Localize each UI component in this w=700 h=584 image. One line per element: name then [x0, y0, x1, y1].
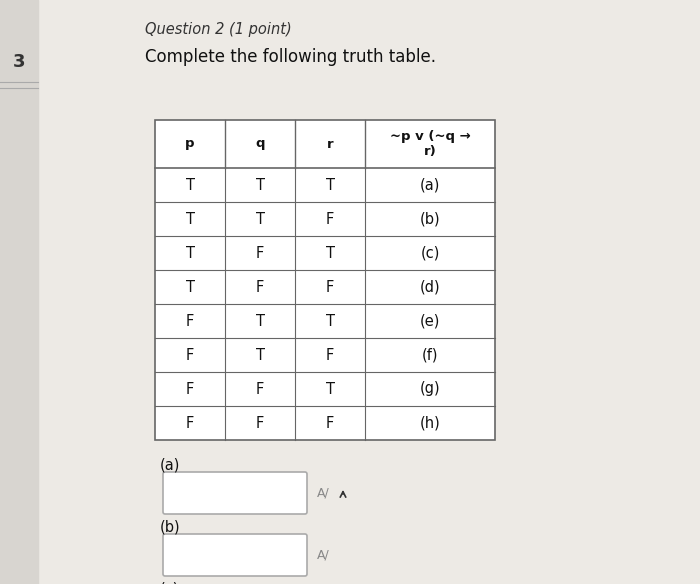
Text: F: F: [186, 415, 194, 430]
Text: T: T: [186, 245, 195, 260]
Text: (a): (a): [160, 458, 181, 473]
Text: 3: 3: [13, 53, 25, 71]
Bar: [155, 120, 495, 440]
Text: F: F: [256, 280, 264, 294]
Text: T: T: [326, 381, 335, 397]
Text: (g): (g): [420, 381, 440, 397]
Text: (e): (e): [420, 314, 440, 328]
Text: (c): (c): [420, 245, 440, 260]
Text: A/: A/: [317, 548, 330, 561]
Text: F: F: [186, 314, 194, 328]
Text: (d): (d): [420, 280, 440, 294]
Text: T: T: [186, 178, 195, 193]
Text: T: T: [186, 211, 195, 227]
Text: T: T: [326, 314, 335, 328]
Text: F: F: [186, 347, 194, 363]
Text: F: F: [256, 415, 264, 430]
Text: F: F: [326, 211, 334, 227]
Text: (b): (b): [160, 520, 181, 535]
FancyBboxPatch shape: [163, 472, 307, 514]
FancyBboxPatch shape: [163, 534, 307, 576]
Text: r: r: [327, 137, 333, 151]
Text: F: F: [256, 381, 264, 397]
Text: (a): (a): [420, 178, 440, 193]
Text: Question 2 (1 point): Question 2 (1 point): [145, 22, 292, 37]
Text: T: T: [256, 178, 265, 193]
Text: (h): (h): [419, 415, 440, 430]
Text: Complete the following truth table.: Complete the following truth table.: [145, 48, 436, 66]
Text: A/: A/: [317, 486, 330, 499]
Text: ~p v (~q →
r): ~p v (~q → r): [390, 130, 470, 158]
Text: p: p: [186, 137, 195, 151]
Text: T: T: [256, 347, 265, 363]
Text: F: F: [186, 381, 194, 397]
Text: (f): (f): [421, 347, 438, 363]
Text: (c): (c): [160, 582, 179, 584]
Text: T: T: [186, 280, 195, 294]
Bar: [0, 0, 38, 584]
Text: F: F: [326, 415, 334, 430]
Text: T: T: [256, 314, 265, 328]
Text: F: F: [326, 347, 334, 363]
Text: q: q: [256, 137, 265, 151]
Text: T: T: [326, 245, 335, 260]
Text: T: T: [326, 178, 335, 193]
Text: F: F: [256, 245, 264, 260]
Text: (b): (b): [420, 211, 440, 227]
Text: T: T: [256, 211, 265, 227]
Text: F: F: [326, 280, 334, 294]
